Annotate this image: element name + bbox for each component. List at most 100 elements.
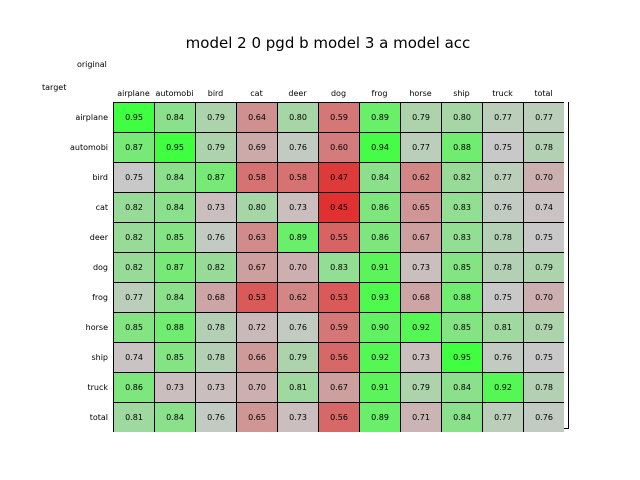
- heatmap-cell: 0.55: [318, 222, 359, 252]
- heatmap-cell: 0.84: [154, 162, 195, 192]
- heatmap-cell: 0.94: [359, 132, 400, 162]
- heatmap-cell: 0.77: [400, 132, 441, 162]
- heatmap-cell: 0.84: [154, 192, 195, 222]
- heatmap-cell: 0.93: [359, 282, 400, 312]
- heatmap-cell: 0.76: [482, 342, 523, 372]
- heatmap-cell: 0.56: [318, 342, 359, 372]
- heatmap-cell: 0.71: [400, 402, 441, 432]
- heatmap-cell: 0.92: [482, 372, 523, 402]
- heatmap-cell: 0.88: [441, 282, 482, 312]
- heatmap-cell: 0.75: [482, 132, 523, 162]
- heatmap-cell: 0.85: [154, 222, 195, 252]
- heatmap-cell: 0.85: [441, 252, 482, 282]
- column-label: truck: [492, 89, 513, 98]
- heatmap-cell: 0.68: [400, 282, 441, 312]
- heatmap-cell: 0.83: [441, 192, 482, 222]
- heatmap-cell: 0.77: [482, 102, 523, 132]
- heatmap-grid: 0.95 0.84 0.79 0.64 0.80 0.59 0.89 0.79 0.80 0.77…: [113, 102, 569, 432]
- heatmap-cell: 0.69: [236, 132, 277, 162]
- row-label: frog: [92, 293, 108, 302]
- heatmap-cell: 0.81: [113, 402, 154, 432]
- heatmap-cell: 0.79: [195, 102, 236, 132]
- heatmap-cell: 0.75: [523, 342, 564, 372]
- heatmap-cell: 0.66: [236, 342, 277, 372]
- heatmap-cell: 0.80: [277, 102, 318, 132]
- column-label: ship: [453, 89, 470, 98]
- heatmap-cell: 0.72: [236, 312, 277, 342]
- row-label: horse: [85, 323, 108, 332]
- heatmap-cell: 0.90: [359, 312, 400, 342]
- heatmap-cell: 0.89: [359, 402, 400, 432]
- heatmap-cell: 0.79: [400, 102, 441, 132]
- column-label: automobi: [155, 89, 194, 98]
- heatmap-cell: 0.74: [523, 192, 564, 222]
- heatmap-cell: 0.79: [277, 342, 318, 372]
- heatmap-cell: 0.73: [195, 192, 236, 222]
- heatmap-cell: 0.95: [154, 132, 195, 162]
- row-label: ship: [91, 353, 108, 362]
- heatmap-cell: 0.86: [359, 222, 400, 252]
- heatmap-cell: 0.77: [523, 102, 564, 132]
- heatmap-cell: 0.76: [523, 402, 564, 432]
- heatmap-cell: 0.75: [113, 162, 154, 192]
- heatmap-cell: 0.73: [277, 402, 318, 432]
- heatmap-cell: 0.67: [318, 372, 359, 402]
- heatmap-cell: 0.79: [523, 312, 564, 342]
- row-label: bird: [92, 173, 108, 182]
- heatmap-cell: 0.86: [113, 372, 154, 402]
- column-label: horse: [409, 89, 432, 98]
- heatmap-cell: 0.88: [154, 312, 195, 342]
- heatmap-cell: 0.73: [400, 252, 441, 282]
- heatmap-cell: 0.74: [113, 342, 154, 372]
- heatmap-cell: 0.80: [236, 192, 277, 222]
- heatmap-cell: 0.81: [277, 372, 318, 402]
- heatmap-cell: 0.65: [236, 402, 277, 432]
- heatmap-cell: 0.80: [441, 102, 482, 132]
- heatmap-cell: 0.65: [400, 192, 441, 222]
- column-label: airplane: [117, 89, 150, 98]
- row-label: truck: [87, 383, 108, 392]
- row-label: automobi: [70, 143, 108, 152]
- heatmap-cell: 0.91: [359, 252, 400, 282]
- heatmap-cell: 0.58: [236, 162, 277, 192]
- heatmap-cell: 0.53: [318, 282, 359, 312]
- heatmap-cell: 0.62: [400, 162, 441, 192]
- heatmap-cell: 0.79: [400, 372, 441, 402]
- heatmap-cell: 0.59: [318, 312, 359, 342]
- heatmap-cell: 0.58: [277, 162, 318, 192]
- heatmap-cell: 0.83: [441, 222, 482, 252]
- heatmap-cell: 0.70: [523, 162, 564, 192]
- heatmap-cell: 0.89: [359, 102, 400, 132]
- heatmap-cell: 0.86: [359, 192, 400, 222]
- heatmap-cell: 0.82: [195, 252, 236, 282]
- row-label: total: [89, 413, 108, 422]
- heatmap-cell: 0.59: [318, 102, 359, 132]
- heatmap-cell: 0.77: [482, 402, 523, 432]
- heatmap-cell: 0.89: [277, 222, 318, 252]
- heatmap-cell: 0.82: [441, 162, 482, 192]
- chart-title: model 2 0 pgd b model 3 a model acc: [185, 34, 471, 52]
- heatmap-cell: 0.76: [277, 312, 318, 342]
- heatmap-cell: 0.76: [195, 222, 236, 252]
- row-label: dog: [92, 263, 108, 272]
- heatmap-cell: 0.95: [113, 102, 154, 132]
- column-axis-label: original: [77, 60, 107, 69]
- heatmap-cell: 0.83: [318, 252, 359, 282]
- column-label: cat: [250, 89, 263, 98]
- heatmap-cell: 0.84: [154, 102, 195, 132]
- heatmap-cell: 0.85: [113, 312, 154, 342]
- heatmap-cell: 0.62: [277, 282, 318, 312]
- column-label: frog: [371, 89, 388, 98]
- heatmap-cell: 0.73: [400, 342, 441, 372]
- heatmap-cell: 0.78: [523, 372, 564, 402]
- heatmap-cell: 0.87: [113, 132, 154, 162]
- heatmap-cell: 0.45: [318, 192, 359, 222]
- heatmap-cell: 0.76: [195, 402, 236, 432]
- heatmap-cell: 0.87: [154, 252, 195, 282]
- heatmap-cell: 0.60: [318, 132, 359, 162]
- column-label: dog: [330, 89, 347, 98]
- heatmap-cell: 0.82: [113, 192, 154, 222]
- heatmap-cell: 0.87: [195, 162, 236, 192]
- heatmap-cell: 0.78: [482, 252, 523, 282]
- heatmap-cell: 0.78: [482, 222, 523, 252]
